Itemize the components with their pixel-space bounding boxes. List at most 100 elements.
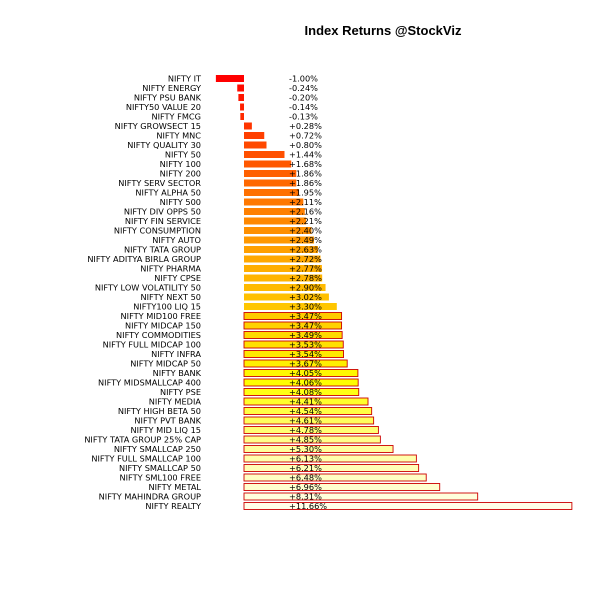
bar — [244, 160, 292, 168]
value-label: +6.96% — [289, 482, 322, 492]
value-label: +2.90% — [289, 283, 322, 293]
category-label: NIFTY FMCG — [151, 112, 201, 122]
category-label: NIFTY PSE — [160, 387, 201, 397]
bar — [243, 321, 343, 330]
value-label: +4.05% — [289, 368, 322, 378]
category-label: NIFTY HIGH BETA 50 — [118, 406, 201, 416]
bar — [243, 312, 343, 320]
bar — [243, 473, 427, 482]
category-label: NIFTY 100 — [160, 159, 201, 169]
bar — [243, 483, 441, 491]
category-label: NIFTY COMMODITIES — [116, 330, 201, 340]
value-label: +3.54% — [289, 349, 322, 359]
chart-title: Index Returns @StockViz — [305, 23, 462, 38]
value-label: +3.67% — [289, 359, 322, 369]
category-label: NIFTY MID100 FREE — [121, 311, 201, 321]
category-label: NIFTY MNC — [156, 131, 201, 141]
bar — [240, 103, 244, 111]
value-label: +4.61% — [289, 416, 322, 426]
bar — [243, 454, 417, 463]
bar — [244, 227, 312, 234]
bar — [244, 208, 305, 215]
category-label: NIFTY 50 — [165, 150, 201, 160]
bar — [244, 265, 322, 272]
value-label: -0.14% — [289, 102, 318, 112]
bar — [243, 350, 344, 358]
value-label: +4.78% — [289, 425, 322, 435]
value-label: +3.02% — [289, 292, 322, 302]
category-label: NIFTY METAL — [149, 482, 202, 492]
bar — [243, 397, 369, 406]
bar — [243, 416, 375, 425]
category-label: NIFTY TATA GROUP — [124, 245, 201, 255]
value-label: +2.78% — [289, 273, 322, 283]
value-label: +1.44% — [289, 150, 322, 160]
bar — [238, 94, 244, 101]
value-label: +3.47% — [289, 321, 322, 331]
bar — [244, 255, 321, 263]
bar — [215, 75, 244, 82]
category-label: NIFTY TATA GROUP 25% CAP — [84, 435, 201, 445]
category-label: NIFTY SMALLCAP 250 — [114, 444, 201, 454]
value-label: +2.11% — [289, 197, 322, 207]
bar — [244, 217, 307, 225]
value-label: +4.54% — [289, 406, 322, 416]
value-label: +3.49% — [289, 330, 322, 340]
category-label: NIFTY CONSUMPTION — [114, 226, 201, 236]
category-label: NIFTY SML100 FREE — [119, 473, 201, 483]
bar — [244, 179, 297, 187]
category-label: NIFTY DIV OPPS 50 — [124, 207, 201, 217]
category-label: NIFTY AUTO — [152, 235, 201, 245]
bar — [243, 445, 394, 453]
bar — [244, 122, 252, 130]
bar — [243, 426, 379, 434]
bar — [244, 151, 285, 158]
category-label: NIFTY PHARMA — [140, 264, 201, 274]
value-label: +0.72% — [289, 131, 322, 141]
value-label: +2.40% — [289, 226, 322, 236]
value-label: -0.13% — [289, 112, 318, 122]
category-label: NIFTY IT — [168, 74, 202, 84]
bar — [244, 303, 337, 310]
category-label: NIFTY SERV SECTOR — [118, 178, 201, 188]
value-label: +5.30% — [289, 444, 322, 454]
category-label: NIFTY CPSE — [154, 273, 201, 283]
value-label: +1.95% — [289, 188, 322, 198]
value-label: +6.21% — [289, 463, 322, 473]
value-label: +3.47% — [289, 311, 322, 321]
category-label: NIFTY GROWSECT 15 — [115, 121, 201, 131]
category-label: NIFTY 200 — [160, 169, 201, 179]
category-label: NIFTY FULL SMALLCAP 100 — [91, 454, 201, 464]
bar — [243, 492, 479, 501]
value-label: +6.13% — [289, 454, 322, 464]
bar — [243, 378, 359, 387]
category-label: NIFTY MID LIQ 15 — [130, 425, 201, 435]
category-label: NIFTY ADITYA BIRLA GROUP — [87, 254, 201, 264]
category-label: NIFTY FULL MIDCAP 100 — [103, 340, 201, 350]
value-label: +6.48% — [289, 473, 322, 483]
value-label: +2.49% — [289, 235, 322, 245]
bar — [244, 198, 304, 206]
category-label: NIFTY FIN SERVICE — [125, 216, 201, 226]
category-label: NIFTY100 LIQ 15 — [133, 302, 201, 312]
category-label: NIFTY ALPHA 50 — [135, 188, 201, 198]
value-label: -0.24% — [289, 83, 318, 93]
value-label: +3.30% — [289, 302, 322, 312]
category-label: NIFTY MIDCAP 50 — [130, 359, 201, 369]
value-label: -0.20% — [289, 93, 318, 103]
value-label: +2.63% — [289, 245, 322, 255]
category-label: NIFTY LOW VOLATILITY 50 — [95, 283, 201, 293]
bar — [244, 274, 323, 282]
value-label: +3.53% — [289, 340, 322, 350]
bar — [244, 170, 297, 177]
category-label: NIFTY REALTY — [145, 501, 202, 511]
bar — [244, 141, 267, 149]
bar — [244, 132, 265, 139]
bar — [244, 284, 326, 291]
category-label: NIFTY PVT BANK — [134, 416, 201, 426]
bar — [244, 293, 329, 301]
category-label: NIFTY QUALITY 30 — [127, 140, 201, 150]
